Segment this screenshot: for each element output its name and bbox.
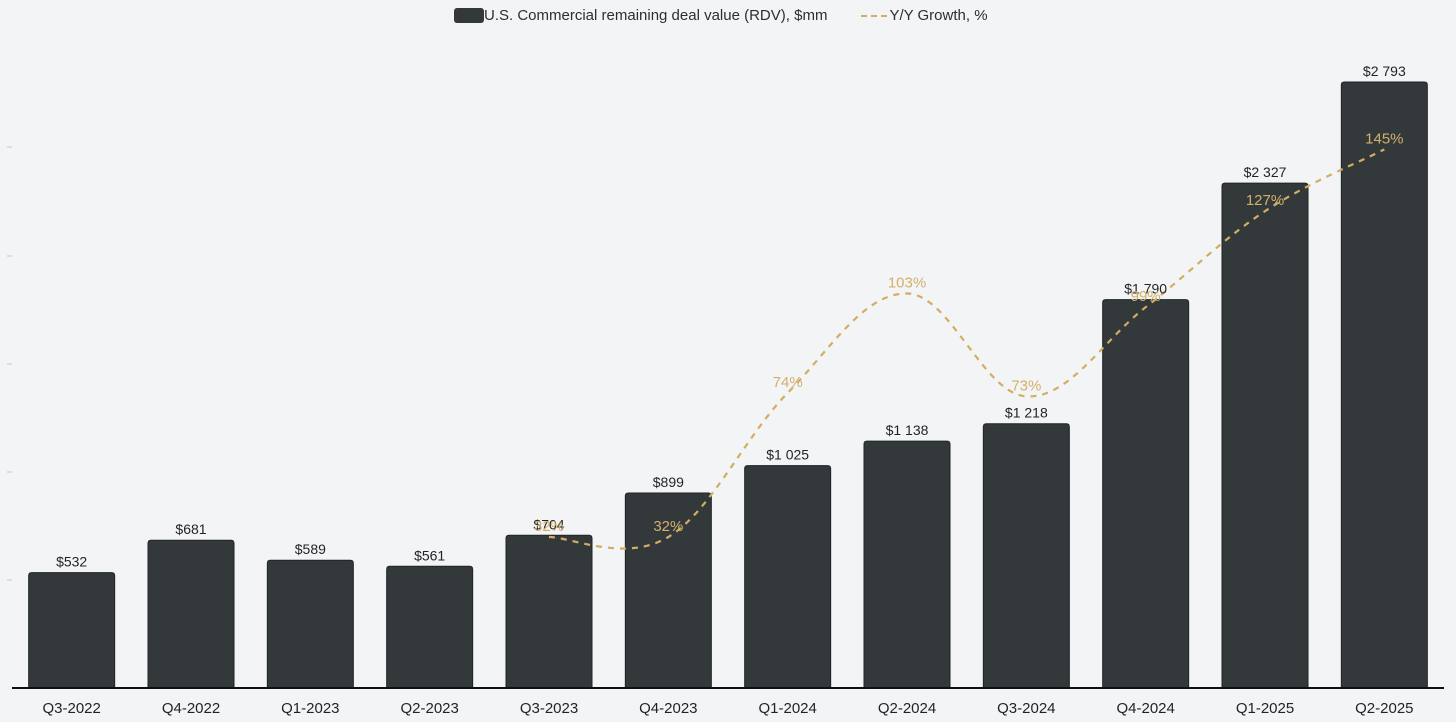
bar-q3-2023 bbox=[505, 534, 593, 689]
x-axis-tick-label: Q1-2023 bbox=[281, 700, 339, 717]
bar-value-label: $2 793 bbox=[1363, 63, 1406, 79]
growth-value-label: 32% bbox=[653, 518, 683, 535]
x-axis-tick-label: Q3-2022 bbox=[42, 700, 100, 717]
x-axis-tick-label: Q2-2023 bbox=[400, 700, 458, 717]
bar-value-label: $1 790 bbox=[1124, 281, 1167, 297]
growth-value-label: 73% bbox=[1011, 377, 1041, 394]
legend-item-growth: Y/Y Growth, % bbox=[861, 7, 988, 24]
bar-value-label: $1 138 bbox=[886, 422, 929, 438]
x-axis-tick-label: Q2-2025 bbox=[1355, 700, 1413, 717]
bar-q1-2024 bbox=[744, 465, 832, 689]
bar-value-label: $589 bbox=[295, 541, 326, 557]
bar-group bbox=[28, 81, 1428, 689]
bar-q1-2025 bbox=[1221, 182, 1309, 689]
growth-label-group: 32% 32% 74% 103% 73% 99% 127% 145% bbox=[534, 130, 1404, 535]
bar-q4-2022 bbox=[147, 539, 235, 689]
bar-q2-2025 bbox=[1340, 81, 1428, 689]
bar-q2-2023 bbox=[386, 565, 474, 689]
growth-value-label: 74% bbox=[773, 374, 803, 391]
bar-q1-2023 bbox=[266, 559, 354, 689]
bar-value-label: $532 bbox=[56, 554, 87, 570]
bar-value-label: $899 bbox=[653, 474, 684, 490]
bar-q3-2022 bbox=[28, 572, 116, 689]
legend-label-growth: Y/Y Growth, % bbox=[889, 7, 988, 24]
bar-value-label: $1 025 bbox=[766, 447, 809, 463]
legend-line-growth bbox=[861, 14, 888, 17]
x-axis-tick-label: Q4-2022 bbox=[162, 700, 220, 717]
bar-q4-2024 bbox=[1102, 299, 1190, 689]
x-axis-tick-label: Q3-2023 bbox=[520, 700, 578, 717]
bar-value-label: $704 bbox=[533, 516, 564, 532]
y-axis-tick-group bbox=[7, 146, 12, 581]
growth-value-label: 103% bbox=[888, 274, 926, 291]
bar-value-label-group: $532 $681 $589 $561 $704 $899 $1 025 $1 138 $1 2… bbox=[56, 63, 1406, 570]
bar-q3-2024 bbox=[982, 423, 1070, 689]
bar-value-label: $561 bbox=[414, 547, 445, 563]
growth-value-label: 32% bbox=[534, 518, 564, 535]
x-axis-label-group: Q3-2022 Q4-2022 Q1-2023 Q2-2023 Q3-2023 Q4-20… bbox=[42, 700, 1413, 717]
legend-item-rdv: U.S. Commercial remaining deal value (RD… bbox=[454, 7, 827, 24]
x-axis-tick-label: Q1-2025 bbox=[1236, 700, 1294, 717]
bar-value-label: $2 327 bbox=[1244, 164, 1287, 180]
chart-legend: U.S. Commercial remaining deal value (RD… bbox=[454, 7, 988, 24]
bar-q2-2024 bbox=[863, 440, 951, 689]
x-axis-tick-label: Q2-2024 bbox=[878, 700, 936, 717]
legend-label-rdv: U.S. Commercial remaining deal value (RD… bbox=[484, 7, 828, 24]
x-axis-tick-label: Q1-2024 bbox=[758, 700, 816, 717]
legend-swatch-rdv bbox=[454, 8, 484, 23]
bar-value-label: $681 bbox=[175, 521, 206, 537]
x-axis-tick-label: Q4-2024 bbox=[1116, 700, 1174, 717]
x-axis-tick-label: Q4-2023 bbox=[639, 700, 697, 717]
x-axis-tick-label: Q3-2024 bbox=[997, 700, 1055, 717]
growth-value-label: 145% bbox=[1365, 130, 1403, 147]
growth-value-label: 127% bbox=[1246, 192, 1284, 209]
growth-value-label: 99% bbox=[1131, 288, 1161, 305]
bar-value-label: $1 218 bbox=[1005, 405, 1048, 421]
